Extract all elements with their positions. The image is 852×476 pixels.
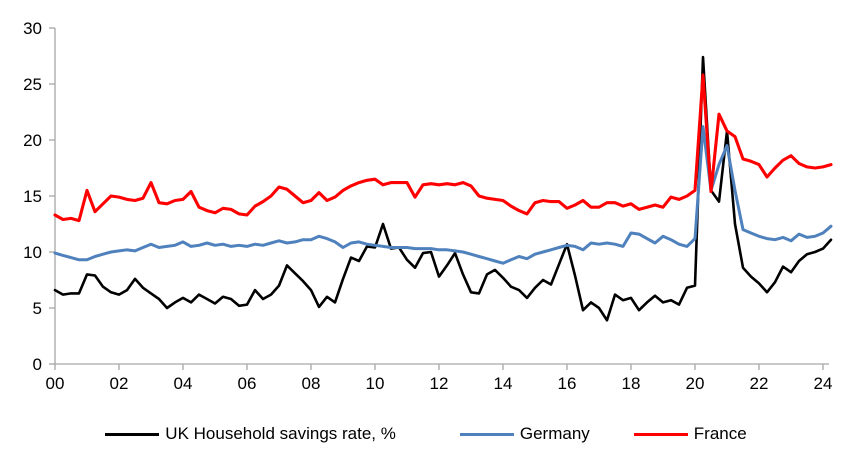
y-axis-tick-label: 30 [23, 19, 42, 38]
legend-item-germany: Germany [459, 424, 590, 444]
x-axis-tick-label: 24 [814, 374, 833, 393]
series-line-germany [53, 125, 833, 265]
germany-line-swatch [459, 432, 514, 436]
legend-label-germany: Germany [519, 424, 590, 443]
x-axis-tick-label: 02 [110, 374, 129, 393]
legend-item-france: France [633, 424, 747, 444]
x-axis-tick-label: 12 [430, 374, 449, 393]
y-axis-tick-label: 0 [33, 355, 42, 374]
y-axis-tick-label: 25 [23, 75, 42, 94]
legend-label-uk: UK Household savings rate, % [165, 424, 396, 443]
y-axis-tick-label: 20 [23, 131, 42, 150]
x-axis-tick-label: 06 [238, 374, 257, 393]
y-axis-tick-label: 10 [23, 243, 42, 262]
x-axis-tick-label: 08 [302, 374, 321, 393]
x-axis-tick-label: 22 [750, 374, 769, 393]
france-line-swatch [633, 432, 688, 436]
legend-label-france: France [693, 424, 747, 443]
x-axis-tick-label: 00 [46, 374, 65, 393]
y-axis-tick-label: 15 [23, 187, 42, 206]
x-axis-tick-label: 20 [686, 374, 705, 393]
x-axis-tick-label: 16 [558, 374, 577, 393]
x-axis-tick-label: 18 [622, 374, 641, 393]
series-line-uk-household-savings-rate [53, 55, 833, 322]
chart-legend: UK Household savings rate, % Germany Fra… [0, 424, 852, 444]
chart-plot-area: 0 5 10 15 20 25 30 00 02 04 06 08 10 12 14 16 18 20 22 24 [23, 19, 833, 393]
x-axis-tick-label: 14 [494, 374, 513, 393]
legend-item-uk: UK Household savings rate, % [105, 424, 396, 444]
x-axis-tick-label: 04 [174, 374, 193, 393]
series-line-france [53, 73, 833, 223]
uk-line-swatch [105, 432, 160, 436]
x-axis-tick-label: 10 [366, 374, 385, 393]
y-axis-tick-label: 5 [33, 299, 42, 318]
